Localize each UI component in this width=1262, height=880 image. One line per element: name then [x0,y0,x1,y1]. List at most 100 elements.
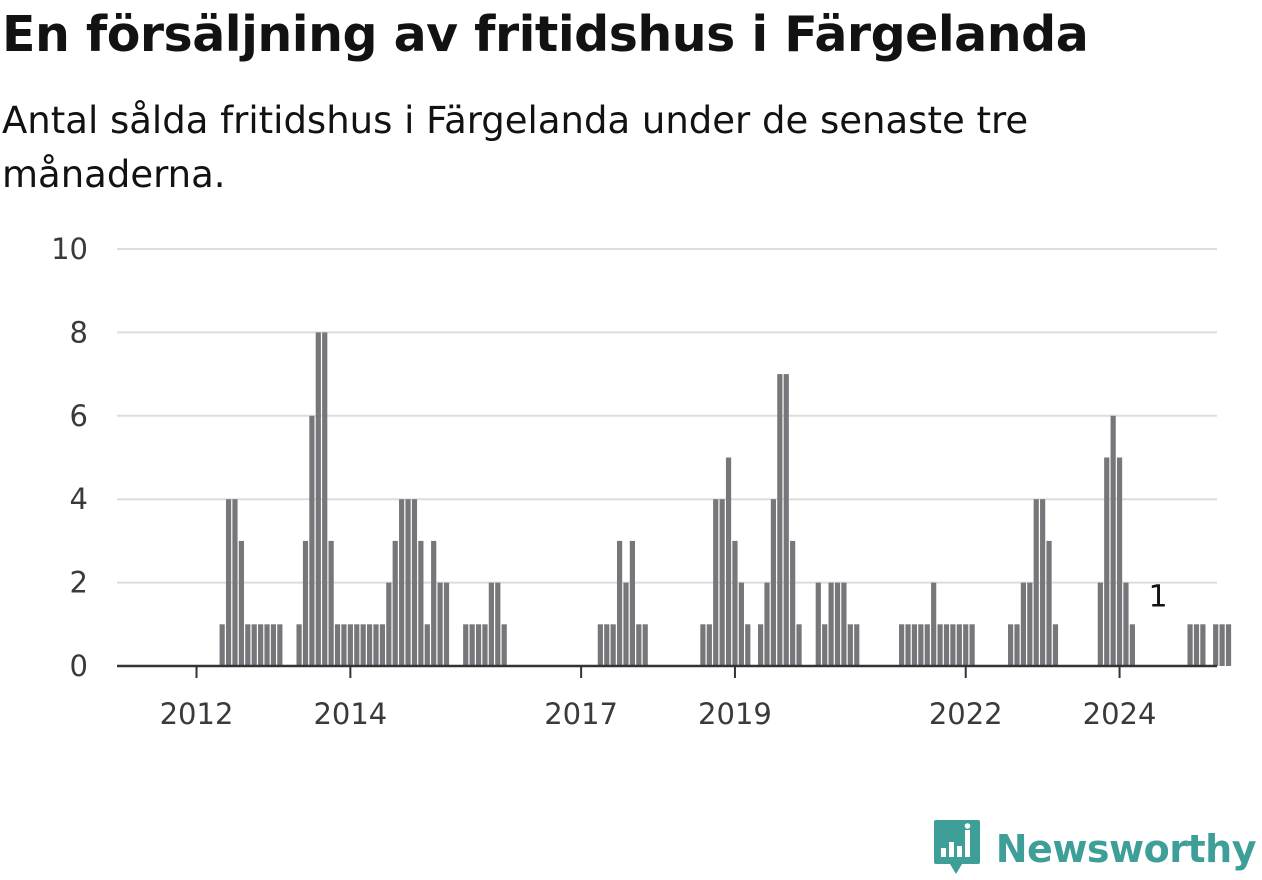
bar [424,624,430,666]
bar [770,499,777,666]
bar [597,624,603,666]
bar [969,624,975,666]
bar [604,624,610,666]
bar [475,624,482,666]
bar [834,582,841,666]
y-tick-label: 2 [70,566,88,600]
bar [950,624,956,666]
bar [713,499,719,666]
bar [495,582,501,666]
bar [277,624,283,666]
bar [719,499,725,666]
bar [1123,582,1129,666]
y-tick-label: 4 [70,482,88,516]
bar [822,624,828,666]
bar [918,624,924,666]
bar [642,624,648,666]
bar [796,624,802,666]
brand-logo: Newsworthy [932,818,1257,880]
axes: 0 2 4 6 8 10 2012 2014 2017 2019 2022 2024 [51,232,1217,731]
bar [1129,624,1135,666]
bar [1052,624,1059,666]
bar [296,624,302,666]
bar [328,540,334,666]
bar [488,582,494,666]
chart-title: En försäljning av fritidshus i Färgeland… [2,6,1089,63]
x-tick-label: 2019 [698,697,772,731]
bar [360,624,366,666]
data-labels: 1 [1148,579,1167,614]
bar [219,624,225,666]
bar [373,624,379,666]
bar [341,624,347,666]
bar [847,624,853,666]
gridlines [117,248,1217,584]
bar [924,624,930,666]
bar [399,499,405,666]
x-tick-label: 2012 [160,697,234,731]
bar [905,624,911,666]
bar [437,582,443,666]
bar [238,540,244,666]
bar [411,499,418,666]
bar [431,540,437,666]
bar [1020,582,1027,666]
bar [911,624,918,666]
bar [828,582,834,666]
bar [469,624,475,666]
bar [943,624,950,666]
bar [899,624,905,666]
bar [1187,624,1193,666]
bar [1213,624,1219,666]
bar [392,540,398,666]
bar [963,624,969,666]
bar [309,415,315,666]
bar [1014,624,1020,666]
bars [219,332,1232,666]
bar [732,540,738,666]
chart-subtitle: Antal sålda fritidshus i Färgelanda unde… [2,99,1029,196]
bar [1110,415,1116,666]
bar [379,624,386,666]
bar [1046,540,1052,666]
bar [1040,499,1046,666]
x-tick-label: 2014 [313,697,387,731]
bar [405,499,411,666]
bar [790,540,796,666]
bar [700,624,706,666]
y-tick-label: 10 [51,232,88,266]
bar [443,582,450,666]
x-tick-label: 2017 [544,697,618,731]
bar [623,582,629,666]
bar [347,624,353,666]
bar [1200,624,1206,666]
bar [1193,624,1200,666]
bar [931,582,937,666]
y-tick-label: 0 [70,649,88,683]
bar [841,582,847,666]
bar [264,624,270,666]
bar [745,624,751,666]
bar [258,624,264,666]
bar [501,624,507,666]
bar [225,499,232,666]
bar [482,624,488,666]
bar [270,624,277,666]
bar [815,582,821,666]
bar [315,332,321,666]
bar [1225,624,1232,666]
bar [1104,457,1110,666]
x-tick-label: 2024 [1083,697,1157,731]
bar [738,582,744,666]
bar [937,624,943,666]
x-tick-label: 2022 [929,697,1003,731]
bar [616,540,623,666]
bar [232,499,238,666]
newsworthy-logo-icon [932,818,982,880]
bar [725,457,732,666]
bar [1116,457,1123,666]
bar [636,624,642,666]
brand-name: Newsworthy [995,827,1257,871]
bar [322,332,328,666]
bar [334,624,341,666]
